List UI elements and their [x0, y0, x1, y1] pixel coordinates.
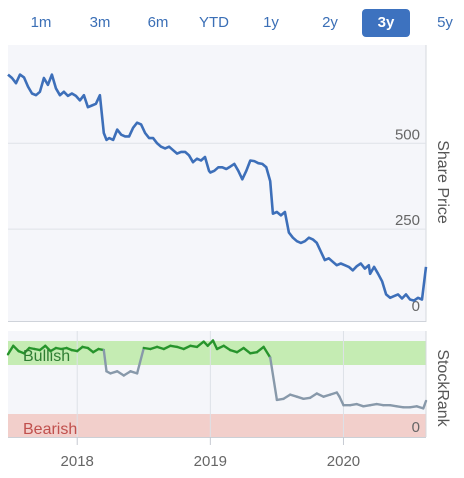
- range-tab-2y[interactable]: 2y: [322, 14, 338, 31]
- bullish-band-label: Bullish: [23, 348, 70, 365]
- stockrank-line-segment: [338, 395, 345, 407]
- range-tab-5y[interactable]: 5y: [437, 14, 453, 31]
- bearish-band-label: Bearish: [23, 421, 77, 438]
- stockrank-line-segment: [182, 344, 192, 351]
- stockrank-zero-tick: 0: [412, 419, 420, 436]
- range-tab-6m[interactable]: 6m: [147, 14, 169, 31]
- stockrank-line-segment: [44, 344, 52, 353]
- stockrank-line-segment: [102, 348, 108, 373]
- stockrank-line-segment: [115, 370, 126, 377]
- stockrank-line-segment: [269, 356, 279, 402]
- stockrank-line-segment: [22, 346, 31, 355]
- stockrank-line-segment: [135, 346, 146, 375]
- stockrank-line-segment: [222, 344, 232, 352]
- stockrank-line-segment: [211, 339, 219, 351]
- stockrank-line-segment: [282, 393, 292, 400]
- x-tick-label: 2018: [61, 453, 94, 470]
- stockrank-line-segment: [215, 344, 225, 351]
- range-tab-1m[interactable]: 1m: [30, 14, 52, 31]
- stockrank-line-segment: [309, 392, 318, 399]
- range-tab-3y[interactable]: 3y: [362, 9, 410, 37]
- range-tab-1y[interactable]: 1y: [263, 14, 279, 31]
- stockrank-line-segment: [6, 344, 15, 356]
- price-panel-background: [8, 45, 426, 321]
- stockrank-line-segment: [162, 344, 172, 351]
- price-axis-title: Share Price: [434, 140, 451, 224]
- range-tabs: 1m 3m 6m YTD 1y 2y 3y 5y: [0, 0, 464, 46]
- stockrank-line-segment: [122, 370, 132, 377]
- price-y-tick-label: 500: [395, 126, 420, 143]
- bearish-band: [8, 414, 426, 437]
- x-tick-label: 2020: [327, 453, 360, 470]
- stockrank-line-segment: [195, 340, 205, 349]
- price-y-tick-label: 0: [412, 298, 420, 315]
- range-tab-ytd[interactable]: YTD: [199, 14, 229, 31]
- stockrank-line-segment: [255, 345, 265, 354]
- price-y-tick-label: 250: [395, 212, 420, 229]
- range-tab-3m[interactable]: 3m: [89, 14, 111, 31]
- bullish-band: [8, 341, 426, 365]
- stockrank-line-segment: [262, 345, 272, 359]
- stockrank-line-segment: [12, 344, 20, 353]
- stockrank-axis-title: StockRank: [434, 349, 451, 427]
- stockrank-line-segment: [422, 399, 428, 410]
- stockrank-line-segment: [315, 392, 325, 398]
- stockrank-line-segment: [242, 346, 252, 355]
- x-tick-label: 2019: [194, 453, 227, 470]
- stockrank-line-segment: [235, 346, 245, 354]
- share-price-line: [7, 73, 428, 302]
